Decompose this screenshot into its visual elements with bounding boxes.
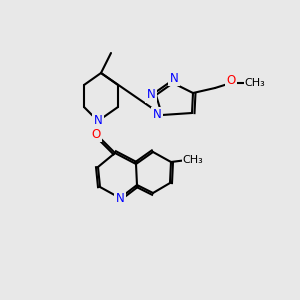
- Text: O: O: [226, 74, 236, 88]
- Text: N: N: [169, 71, 178, 85]
- Text: N: N: [153, 109, 161, 122]
- Text: N: N: [94, 115, 102, 128]
- Text: CH₃: CH₃: [183, 155, 203, 165]
- Text: CH₃: CH₃: [244, 78, 266, 88]
- Text: N: N: [147, 88, 155, 101]
- Text: O: O: [92, 128, 100, 140]
- Text: N: N: [116, 191, 124, 205]
